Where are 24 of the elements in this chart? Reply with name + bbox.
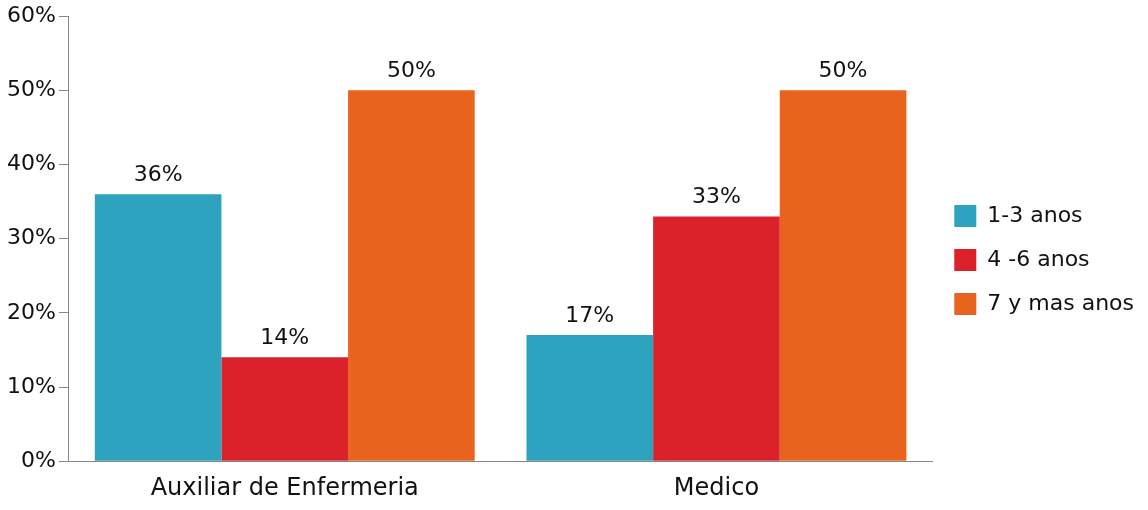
bar	[779, 90, 907, 461]
bar	[653, 216, 780, 461]
y-tick-label: 40%	[6, 150, 56, 176]
bar	[348, 90, 475, 461]
bar	[221, 357, 349, 461]
x-tick-label: Medico	[673, 472, 760, 501]
data-label: 17%	[565, 301, 615, 327]
y-tick-label: 0%	[20, 446, 56, 472]
bar	[526, 335, 654, 461]
legend-label: 4 -6 anos	[987, 245, 1090, 271]
legend-label: 7 y mas anos	[987, 289, 1134, 315]
y-tick-label: 20%	[6, 298, 56, 324]
legend-label: 1-3 anos	[987, 201, 1083, 227]
bar	[94, 194, 222, 461]
y-tick-label: 10%	[6, 372, 56, 398]
x-tick-label: Auxiliar de Enfermeria	[150, 472, 419, 501]
y-tick-label: 60%	[6, 1, 56, 27]
data-label: 33%	[691, 183, 741, 209]
data-label: 50%	[818, 57, 868, 83]
data-label: 14%	[260, 324, 310, 350]
data-label: 50%	[386, 57, 436, 83]
y-tick-label: 30%	[6, 224, 56, 250]
y-tick-label: 50%	[6, 76, 56, 102]
data-label: 36%	[133, 160, 183, 186]
